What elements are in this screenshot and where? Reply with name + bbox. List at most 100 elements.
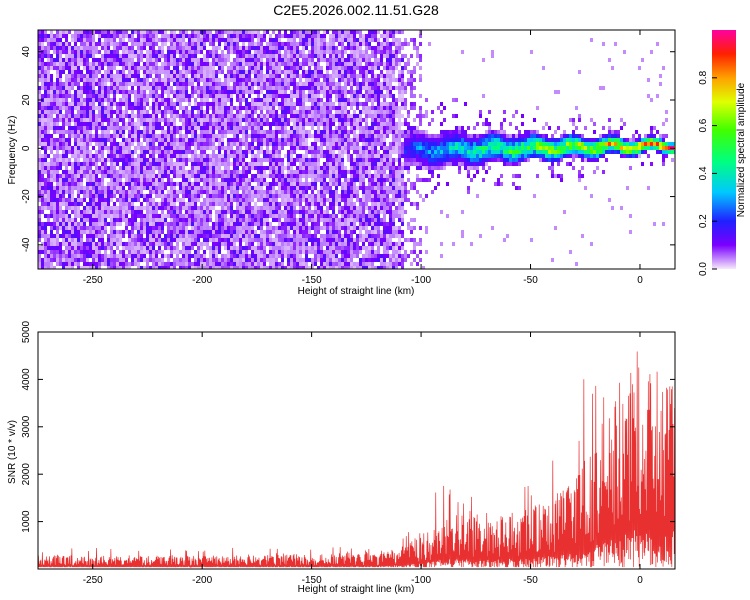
heatmap-cell xyxy=(80,182,83,186)
heatmap-cell xyxy=(41,170,44,174)
heatmap-cell xyxy=(74,122,77,126)
heatmap-cell xyxy=(173,210,176,214)
heatmap-cell xyxy=(86,166,89,170)
heatmap-cell xyxy=(107,266,110,269)
heatmap-cell xyxy=(182,234,185,238)
heatmap-cell xyxy=(125,34,128,38)
heatmap-cell xyxy=(83,150,86,154)
heatmap-cell xyxy=(116,82,119,86)
heatmap-cell xyxy=(176,230,179,234)
heatmap-cell xyxy=(272,90,275,94)
heatmap-cell xyxy=(158,110,161,114)
heatmap-cell xyxy=(266,90,269,94)
heatmap-cell xyxy=(83,142,86,146)
heatmap-cell xyxy=(299,198,302,202)
heatmap-cell xyxy=(119,30,122,34)
heatmap-cell xyxy=(92,158,95,162)
heatmap-cell xyxy=(275,190,278,194)
heatmap-cell xyxy=(101,82,104,86)
heatmap-cell xyxy=(50,42,53,46)
heatmap-cell xyxy=(47,222,50,226)
heatmap-cell xyxy=(185,54,188,58)
heatmap-cell xyxy=(176,242,179,246)
heatmap-cell xyxy=(236,34,239,38)
heatmap-cell xyxy=(74,238,77,242)
heatmap-cell xyxy=(110,166,113,170)
heatmap-cell xyxy=(86,130,89,134)
heatmap-cell xyxy=(269,170,272,174)
heatmap-cell xyxy=(80,242,83,246)
heatmap-cell xyxy=(266,186,269,190)
heatmap-cell xyxy=(71,118,74,122)
heatmap-cell xyxy=(230,198,233,202)
heatmap-cell xyxy=(170,38,173,42)
heatmap-cell xyxy=(191,230,194,234)
heatmap-cell xyxy=(275,134,278,138)
heatmap-cell xyxy=(59,94,62,98)
heatmap-cell xyxy=(128,126,131,130)
heatmap-cell xyxy=(236,234,239,238)
heatmap-cell xyxy=(107,202,110,206)
heatmap-cell xyxy=(260,254,263,258)
heatmap-cell xyxy=(68,50,71,54)
heatmap-cell xyxy=(308,210,311,214)
heatmap-cell xyxy=(137,114,140,118)
heatmap-cell xyxy=(236,154,239,158)
heatmap-cell xyxy=(272,146,275,150)
heatmap-cell xyxy=(194,174,197,178)
heatmap-cell xyxy=(251,262,254,266)
heatmap-cell xyxy=(311,82,314,86)
heatmap-cell xyxy=(206,82,209,86)
heatmap-cell xyxy=(110,98,113,102)
heatmap-cell xyxy=(134,50,137,54)
heatmap-cell xyxy=(236,226,239,230)
heatmap-cell xyxy=(59,154,62,158)
heatmap-cell xyxy=(152,254,155,258)
heatmap-cell xyxy=(134,170,137,174)
heatmap-cell xyxy=(65,130,68,134)
heatmap-cell xyxy=(110,42,113,46)
heatmap-cell xyxy=(71,58,74,62)
heatmap-cell xyxy=(128,94,131,98)
heatmap-cell xyxy=(245,210,248,214)
heatmap-cell xyxy=(131,202,134,206)
heatmap-cell xyxy=(65,102,68,106)
heatmap-cell xyxy=(95,182,98,186)
heatmap-cell xyxy=(236,142,239,146)
heatmap-cell xyxy=(305,214,308,218)
heatmap-cell xyxy=(197,254,200,258)
heatmap-cell xyxy=(269,134,272,138)
heatmap-cell xyxy=(305,114,308,118)
heatmap-cell xyxy=(221,90,224,94)
heatmap-cell xyxy=(122,98,125,102)
heatmap-cell xyxy=(71,242,74,246)
heatmap-cell xyxy=(263,138,266,142)
heatmap-cell xyxy=(215,182,218,186)
heatmap-cell xyxy=(278,166,281,170)
heatmap-cell xyxy=(152,174,155,178)
heatmap-cell xyxy=(167,174,170,178)
heatmap-cell xyxy=(227,126,230,130)
heatmap-cell xyxy=(80,146,83,150)
heatmap-cell xyxy=(137,126,140,130)
heatmap-cell xyxy=(218,174,221,178)
heatmap-cell xyxy=(68,30,71,34)
heatmap-cell xyxy=(179,186,182,190)
heatmap-cell xyxy=(278,142,281,146)
heatmap-cell xyxy=(188,178,191,182)
heatmap-cell xyxy=(224,266,227,269)
heatmap-cell xyxy=(236,90,239,94)
heatmap-cell xyxy=(236,146,239,150)
heatmap-cell xyxy=(272,254,275,258)
heatmap-cell xyxy=(44,186,47,190)
heatmap-cell xyxy=(182,50,185,54)
heatmap-cell xyxy=(176,218,179,222)
heatmap-cell xyxy=(134,146,137,150)
heatmap-cell xyxy=(209,158,212,162)
heatmap-cell xyxy=(107,46,110,50)
heatmap-cell xyxy=(158,186,161,190)
heatmap-cell xyxy=(287,130,290,134)
heatmap-cell xyxy=(254,50,257,54)
heatmap-cell xyxy=(95,198,98,202)
heatmap-cell xyxy=(83,126,86,130)
